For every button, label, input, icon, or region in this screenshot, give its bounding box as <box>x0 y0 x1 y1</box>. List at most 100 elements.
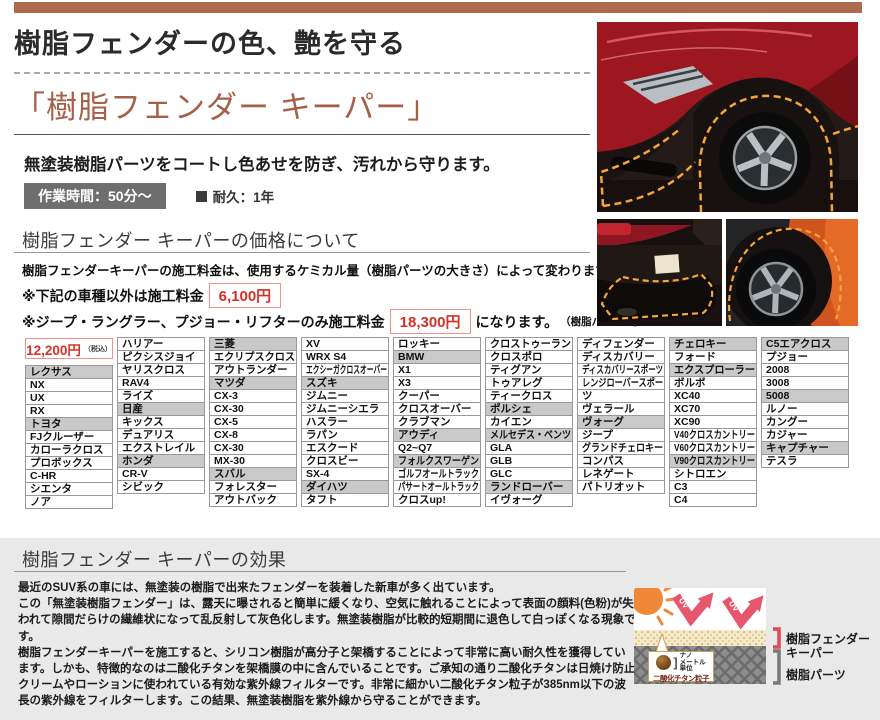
model-cell: プロボックス <box>25 456 113 470</box>
model-cell: アウトランダー <box>209 363 297 377</box>
durability-text: 耐久：1年 <box>212 190 275 205</box>
brand-header-cell: C5エアクロス <box>761 337 849 351</box>
model-cell: ピクシスジョイ <box>117 350 205 364</box>
price-heading-underline <box>14 252 590 253</box>
uv-protection-diagram: UV UV ] ナノ メートル 単位 二酸化チタン粒子 樹脂フェンダー キーパー… <box>634 588 880 692</box>
model-cell: RX <box>25 404 113 418</box>
effect-section-heading: 樹脂フェンダー キーパーの効果 <box>22 550 287 570</box>
model-cell: XC90 <box>669 415 757 429</box>
nano-unit-label: ナノ メートル 単位 <box>679 652 706 672</box>
model-cell: X1 <box>393 363 481 377</box>
model-cell: GLB <box>485 454 573 468</box>
model-cell: WRX S4 <box>301 350 389 364</box>
table-column-2: ハリアー ピクシスジョイ ヤリスクロス RAV4 ライズ 日産 キックス デュアリス エクストレ… <box>117 337 205 509</box>
model-cell: ライズ <box>117 389 205 403</box>
model-cell: ティークロス <box>485 389 573 403</box>
model-cell: ルノー <box>761 402 849 416</box>
effect-paragraph: 最近のSUV系の車には、無塗装の樹脂で出来たフェンダーを装着した新車が多く出てい… <box>18 582 501 594</box>
brand-header-cell: 三菱 <box>209 337 297 351</box>
keeper-bracket <box>773 627 781 649</box>
model-cell: 3008 <box>761 376 849 390</box>
model-cell: CX-30 <box>209 441 297 455</box>
model-cell: クロストゥーラン <box>485 337 573 351</box>
model-cell: シビック <box>117 480 205 494</box>
model-cell: ヴェラール <box>577 402 665 416</box>
base-price-box: 12,200円 （税込） <box>25 338 113 359</box>
durability-label: 耐久：1年 <box>195 186 275 206</box>
brand-header-cell: 5008 <box>761 389 849 403</box>
model-cell: ハリアー <box>117 337 205 351</box>
note2-price-box: 18,300円 <box>389 309 471 334</box>
model-cell: ティグアン <box>485 363 573 377</box>
brand-header-cell: BMW <box>393 350 481 364</box>
arch-dashed-outline <box>727 227 842 322</box>
effect-heading-underline <box>14 571 626 572</box>
photo-rear-bumper-outline <box>597 219 722 326</box>
model-cell: ボルボ <box>669 376 757 390</box>
brand-header-cell: V90クロスカントリー <box>669 454 757 468</box>
model-cell: クロスオーバー <box>393 402 481 416</box>
model-cell: XC70 <box>669 402 757 416</box>
model-cell: アウトバック <box>209 493 297 507</box>
model-cell: XC40 <box>669 389 757 403</box>
model-cell: カイエン <box>485 415 573 429</box>
note1-price-box: 6,100円 <box>208 283 282 308</box>
dashed-separator <box>14 72 590 74</box>
brand-header-cell: スバル <box>209 467 297 481</box>
page-title: 樹脂フェンダーの色、艶を守る <box>14 29 406 59</box>
model-cell: シトロエン <box>669 467 757 481</box>
fender-dashed-outline <box>599 94 858 212</box>
car-table: 12,200円 （税込） レクサス NX UX RX トヨタ FJクルーザー カローラクロス プロ… <box>25 337 849 509</box>
model-cell: ジープ <box>577 428 665 442</box>
brand-header-cell: メルセデス・ベンツ <box>485 428 573 442</box>
model-cell: トゥアレグ <box>485 376 573 390</box>
effect-paragraph: 樹脂フェンダーキーパーを施工すると、シリコン樹脂が高分子と架橋することによって非… <box>18 646 636 708</box>
model-cell: フォレスター <box>209 480 297 494</box>
top-accent-bar <box>14 2 862 13</box>
model-cell: ノア <box>25 495 113 509</box>
brand-header-cell: ダイハツ <box>301 480 389 494</box>
model-cell: ゴルフオールトラック <box>393 467 481 481</box>
titanium-particle-label: 二酸化チタン粒子 <box>653 673 710 683</box>
model-cell: CX-3 <box>209 389 297 403</box>
parts-bracket <box>773 649 781 685</box>
model-cell: エクリプスクロス <box>209 350 297 364</box>
table-column-3: 三菱 エクリプスクロス アウトランダー マツダ CX-3 CX-30 CX-5 CX-8 CX-… <box>209 337 297 509</box>
brand-header-cell: マツダ <box>209 376 297 390</box>
keeper-coat-layer <box>634 630 766 646</box>
model-cell: レネゲート <box>577 467 665 481</box>
model-cell: コンパス <box>577 454 665 468</box>
table-column-7: ディフェンダー ディスカバリー ディスカバリースポーツ レンジローバースポーツヴェラー… <box>577 337 665 509</box>
uv-arrow-icon: UV <box>722 595 764 630</box>
model-cell: CX-8 <box>209 428 297 442</box>
model-cell: グランドチェロキー <box>577 441 665 455</box>
table-column-1: 12,200円 （税込） レクサス NX UX RX トヨタ FJクルーザー カローラクロス プロ… <box>25 338 113 509</box>
brand-header-cell: 日産 <box>117 402 205 416</box>
model-cell: フォード <box>669 350 757 364</box>
solid-separator <box>14 134 590 135</box>
price-note-1: ※下記の車種以外は施工料金 6,100円 <box>22 283 286 308</box>
model-cell: エクシーガクロスオーバー <box>301 363 389 377</box>
model-cell: XV <box>301 337 389 351</box>
brand-header-cell: ホンダ <box>117 454 205 468</box>
model-cell: NX <box>25 378 113 392</box>
model-cell: シエンタ <box>25 482 113 496</box>
model-cell: イヴォーグ <box>485 493 573 507</box>
titanium-callout: ] ナノ メートル 単位 二酸化チタン粒子 <box>648 651 714 683</box>
model-cell: クーパー <box>393 389 481 403</box>
model-cell: SX-4 <box>301 467 389 481</box>
model-cell: クロスポロ <box>485 350 573 364</box>
model-cell: エスクード <box>301 441 389 455</box>
model-cell: ツ <box>577 389 665 403</box>
model-cell: V40クロスカントリー <box>669 428 757 442</box>
effect-paragraphs: 最近のSUV系の車には、無塗装の樹脂で出来たフェンダーを装着した新車が多く出てい… <box>18 580 636 710</box>
model-cell: レンジローバースポー <box>577 376 665 390</box>
callout-row: ] ナノ メートル 単位 <box>650 652 712 673</box>
brand-header-cell: レクサス <box>25 365 113 379</box>
note1-text: ※下記の車種以外は施工料金 <box>22 287 204 304</box>
base-price-value: 12,200円 <box>26 342 81 358</box>
model-cell: V60クロスカントリー <box>669 441 757 455</box>
model-cell: カングー <box>761 415 849 429</box>
model-cell: タフト <box>301 493 389 507</box>
table-column-5: ロッキー BMW X1 X3 クーパー クロスオーバー クラブマン アウディ Q2~Q7 フォルク… <box>393 337 481 509</box>
